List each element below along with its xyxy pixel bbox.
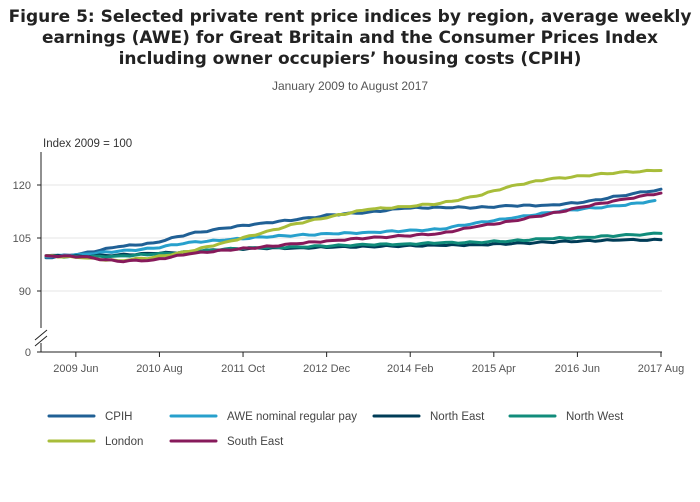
- x-tick-label: 2011 Oct: [221, 363, 265, 375]
- legend-label-north-west: North West: [566, 411, 624, 423]
- x-tick-label: 2014 Feb: [387, 363, 433, 375]
- legend-label-london: London: [105, 436, 143, 448]
- x-axis: 2009 Jun 2010 Aug 2011 Oct 2012 Dec 2014 Feb…: [41, 351, 685, 375]
- legend-label-north-east: North East: [430, 411, 485, 423]
- y-tick-label-120: 120: [13, 180, 31, 192]
- legend-label-awe-nominal-regular-pay: AWE nominal regular pay: [227, 411, 357, 423]
- y-axis: Index 2009 = 100 0 90 105 120: [13, 138, 133, 359]
- axis-break-marker: [34, 329, 48, 347]
- x-tick-label: 2012 Dec: [303, 363, 351, 375]
- x-tick-label: 2010 Aug: [136, 363, 183, 375]
- series-line-south-east: [44, 191, 663, 264]
- x-tick-label: 2015 Apr: [472, 363, 516, 375]
- series-line-london: [44, 168, 663, 263]
- y-tick-label-0: 0: [25, 347, 31, 359]
- y-axis-label: Index 2009 = 100: [43, 138, 132, 150]
- legend-label-cpih: CPIH: [105, 411, 132, 423]
- series-lines: [44, 168, 663, 264]
- x-tick-label: 2017 Aug: [638, 363, 685, 375]
- series-line-north-west: [44, 231, 663, 259]
- y-tick-label-105: 105: [13, 233, 31, 245]
- x-tick-label: 2016 Jun: [555, 363, 600, 375]
- legend-label-south-east: South East: [227, 436, 284, 448]
- x-tick-label: 2009 Jun: [53, 363, 98, 375]
- y-tick-label-90: 90: [19, 286, 31, 298]
- chart-subtitle: January 2009 to August 2017: [271, 79, 429, 93]
- chart-title: Figure 5: Selected private rent price in…: [8, 7, 692, 69]
- legend: CPIH AWE nominal regular pay North East Nor…: [47, 411, 624, 448]
